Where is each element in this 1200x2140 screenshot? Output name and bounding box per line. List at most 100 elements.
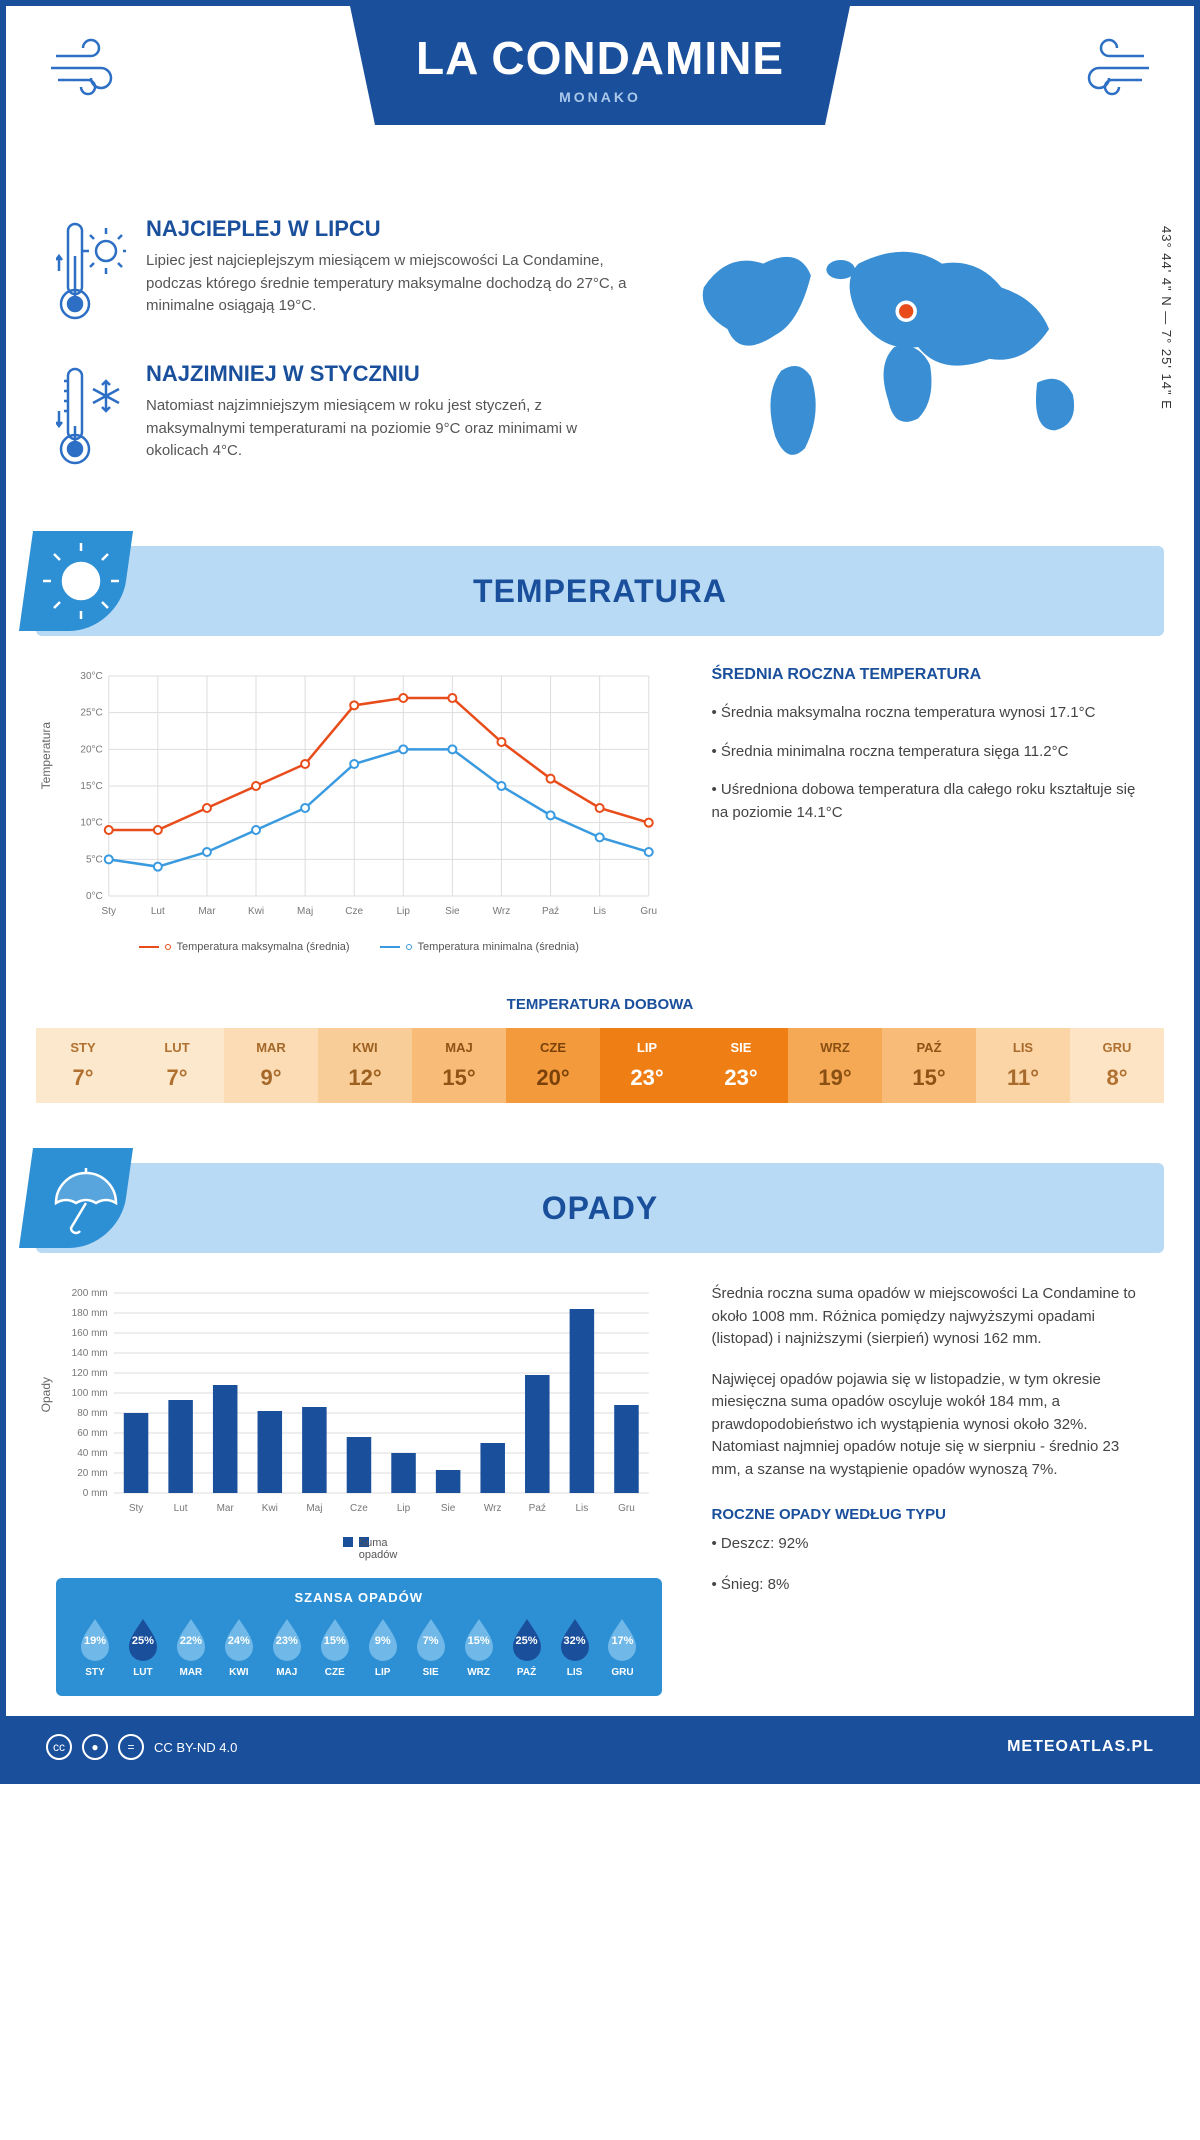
drop: 15%WRZ	[455, 1617, 503, 1678]
svg-text:Maj: Maj	[297, 906, 313, 917]
svg-text:160 mm: 160 mm	[72, 1328, 108, 1339]
svg-text:40 mm: 40 mm	[77, 1448, 108, 1459]
svg-text:Sty: Sty	[102, 906, 116, 917]
temp-heading: TEMPERATURA	[473, 573, 727, 610]
svg-text:Lip: Lip	[397, 906, 411, 917]
svg-text:20°C: 20°C	[80, 744, 102, 755]
svg-text:Paź: Paź	[529, 1503, 546, 1514]
svg-text:Paź: Paź	[542, 906, 559, 917]
drop: 23%MAJ	[263, 1617, 311, 1678]
page: LA CONDAMINE MONAKO NAJCIEPLEJ W LIPCU L…	[0, 0, 1200, 1784]
by-icon: ●	[82, 1734, 108, 1760]
license-text: CC BY-ND 4.0	[154, 1740, 237, 1755]
sun-icon	[41, 541, 121, 626]
svg-text:10°C: 10°C	[80, 818, 102, 829]
footer: cc ● = CC BY-ND 4.0 METEOATLAS.PL	[6, 1716, 1194, 1778]
temp-cell: GRU8°	[1070, 1028, 1164, 1103]
svg-text:Cze: Cze	[345, 906, 363, 917]
page-subtitle: MONAKO	[390, 89, 810, 105]
temp-cell: LIP23°	[600, 1028, 694, 1103]
cold-block: NAJZIMNIEJ W STYCZNIU Natomiast najzimni…	[56, 361, 628, 476]
cc-icon: cc	[46, 1734, 72, 1760]
temp-cell: CZE20°	[506, 1028, 600, 1103]
cold-text: Natomiast najzimniejszym miesiącem w rok…	[146, 395, 628, 463]
page-title: LA CONDAMINE	[390, 31, 810, 85]
drop: 7%SIE	[407, 1617, 455, 1678]
header-banner: LA CONDAMINE MONAKO	[350, 6, 850, 125]
svg-text:0 mm: 0 mm	[83, 1488, 108, 1499]
chance-box: SZANSA OPADÓW 19%STY25%LUT22%MAR24%KWI23…	[56, 1578, 662, 1696]
map-wrap: 43° 44' 4" N — 7° 25' 14" E	[668, 216, 1144, 506]
svg-text:5°C: 5°C	[86, 854, 103, 865]
intro-section: NAJCIEPLEJ W LIPCU Lipiec jest najcieple…	[6, 186, 1194, 526]
world-map-icon	[668, 216, 1144, 478]
svg-text:Gru: Gru	[618, 1503, 635, 1514]
hot-title: NAJCIEPLEJ W LIPCU	[146, 216, 628, 242]
svg-text:Lis: Lis	[575, 1503, 588, 1514]
wind-icon	[46, 36, 136, 108]
svg-text:Mar: Mar	[198, 906, 216, 917]
svg-text:Sie: Sie	[441, 1503, 456, 1514]
svg-text:Lut: Lut	[151, 906, 165, 917]
svg-text:Maj: Maj	[306, 1503, 322, 1514]
svg-text:200 mm: 200 mm	[72, 1288, 108, 1299]
svg-text:Wrz: Wrz	[493, 906, 511, 917]
site-name: METEOATLAS.PL	[1007, 1738, 1154, 1756]
precip-bar-chart: Opady 0 mm20 mm40 mm60 mm80 mm100 mm120 …	[56, 1283, 662, 1563]
bar-legend: Suma opadów	[56, 1536, 662, 1548]
precip-section-header: OPADY	[36, 1163, 1164, 1253]
drop: 25%LUT	[119, 1617, 167, 1678]
thermometer-hot-icon	[56, 216, 126, 331]
svg-text:140 mm: 140 mm	[72, 1348, 108, 1359]
legend-max: Temperatura maksymalna (średnia)	[139, 941, 350, 953]
temp-cell: MAR9°	[224, 1028, 318, 1103]
svg-text:Gru: Gru	[640, 906, 657, 917]
umbrella-icon	[41, 1158, 121, 1243]
hot-block: NAJCIEPLEJ W LIPCU Lipiec jest najcieple…	[56, 216, 628, 331]
hot-text: Lipiec jest najcieplejszym miesiącem w m…	[146, 250, 628, 318]
svg-text:Sty: Sty	[129, 1503, 143, 1514]
svg-text:Cze: Cze	[350, 1503, 368, 1514]
precip-heading: OPADY	[542, 1190, 658, 1227]
thermometer-cold-icon	[56, 361, 126, 476]
temp-info-title: ŚREDNIA ROCZNA TEMPERATURA	[712, 666, 1145, 684]
svg-text:80 mm: 80 mm	[77, 1408, 108, 1419]
svg-text:15°C: 15°C	[80, 781, 102, 792]
svg-text:Kwi: Kwi	[248, 906, 264, 917]
svg-text:Lip: Lip	[397, 1503, 411, 1514]
temp-cell: LUT7°	[130, 1028, 224, 1103]
daily-temp-table: TEMPERATURA DOBOWA STY7°LUT7°MAR9°KWI12°…	[6, 996, 1194, 1143]
svg-text:0°C: 0°C	[86, 891, 103, 902]
temp-cell: PAŹ15°	[882, 1028, 976, 1103]
svg-text:Lis: Lis	[593, 906, 606, 917]
svg-text:100 mm: 100 mm	[72, 1388, 108, 1399]
drop: 32%LIS	[551, 1617, 599, 1678]
temp-cell: STY7°	[36, 1028, 130, 1103]
drop: 19%STY	[71, 1617, 119, 1678]
drop: 24%KWI	[215, 1617, 263, 1678]
header: LA CONDAMINE MONAKO	[6, 6, 1194, 186]
svg-text:25°C: 25°C	[80, 708, 102, 719]
precip-info: Średnia roczna suma opadów w miejscowośc…	[712, 1283, 1145, 1696]
svg-text:30°C: 30°C	[80, 671, 102, 682]
drop: 9%LIP	[359, 1617, 407, 1678]
svg-text:Sie: Sie	[445, 906, 460, 917]
wind-icon	[1064, 36, 1154, 108]
legend-min: Temperatura minimalna (średnia)	[380, 941, 579, 953]
temp-info: ŚREDNIA ROCZNA TEMPERATURA • Średnia mak…	[712, 666, 1145, 966]
temp-cell: SIE23°	[694, 1028, 788, 1103]
svg-text:Lut: Lut	[174, 1503, 188, 1514]
temp-cell: MAJ15°	[412, 1028, 506, 1103]
svg-text:60 mm: 60 mm	[77, 1428, 108, 1439]
temp-section-header: TEMPERATURA	[36, 546, 1164, 636]
svg-text:Wrz: Wrz	[484, 1503, 502, 1514]
svg-text:20 mm: 20 mm	[77, 1468, 108, 1479]
svg-text:180 mm: 180 mm	[72, 1308, 108, 1319]
drop: 25%PAŹ	[503, 1617, 551, 1678]
drop: 22%MAR	[167, 1617, 215, 1678]
coordinates: 43° 44' 4" N — 7° 25' 14" E	[1159, 226, 1174, 410]
temp-cell: LIS11°	[976, 1028, 1070, 1103]
cold-title: NAJZIMNIEJ W STYCZNIU	[146, 361, 628, 387]
temp-cell: WRZ19°	[788, 1028, 882, 1103]
temp-cell: KWI12°	[318, 1028, 412, 1103]
